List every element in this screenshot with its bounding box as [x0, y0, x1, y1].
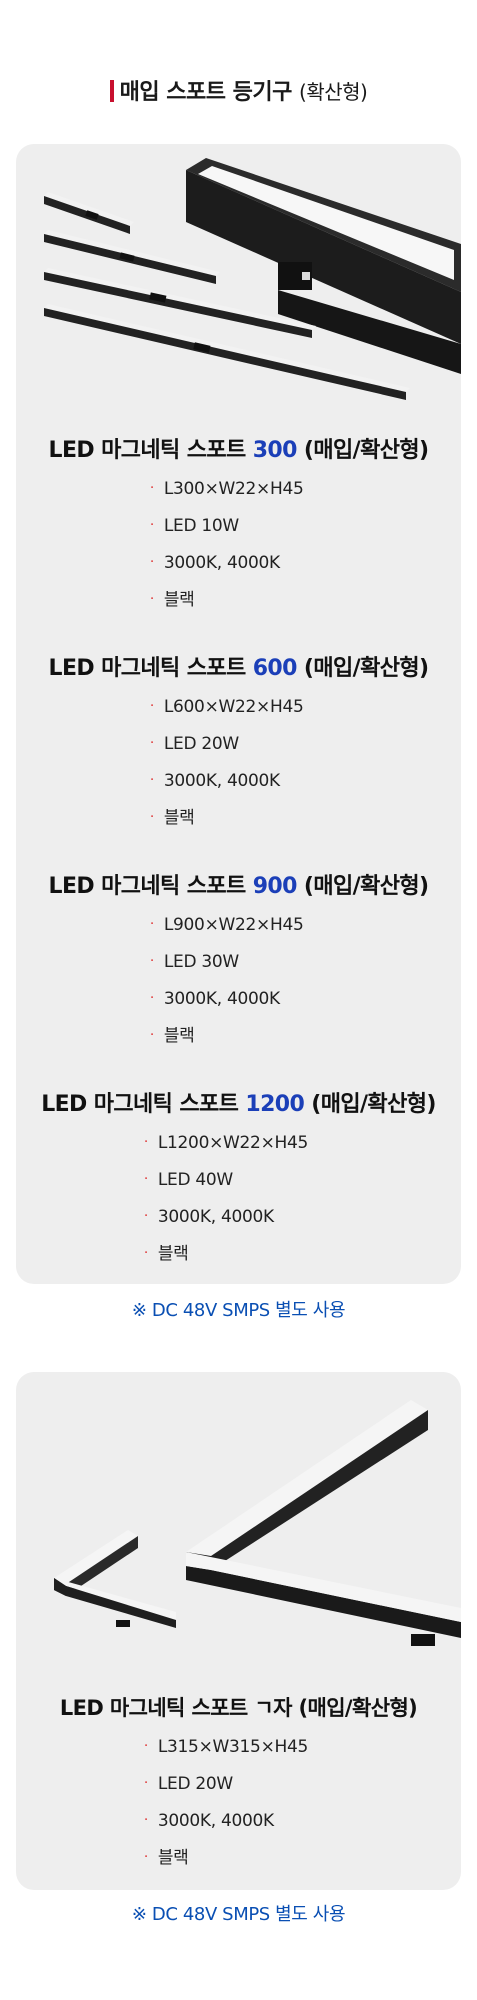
product-1200: LED 마그네틱 스포트 1200 (매입/확산형) · L1200×W22×H4… — [16, 1086, 461, 1272]
bullet-icon: · — [150, 699, 154, 714]
spec-item: · LED 30W — [150, 943, 461, 980]
bullet-icon: · — [150, 736, 154, 751]
product-title-prefix: LED 마그네틱 스포트 — [41, 1092, 246, 1117]
spec-item: · LED 10W — [150, 507, 461, 544]
smps-note: ※ DC 48V SMPS 별도 사용 — [131, 1300, 346, 1321]
spec-item: · 블랙 — [150, 799, 461, 836]
corner-lights-photo — [16, 1372, 461, 1682]
spec-power: LED 30W — [163, 952, 239, 972]
spec-color-temp: 3000K, 4000K — [163, 989, 280, 1009]
product-title-suffix: (매입/확산형) — [296, 438, 429, 463]
product-title-suffix: (매입/확산형) — [296, 656, 429, 681]
product-title-suffix: (매입/확산형) — [296, 874, 429, 899]
product-title: LED 마그네틱 스포트 1200 (매입/확산형) — [16, 1086, 461, 1118]
product-600: LED 마그네틱 스포트 600 (매입/확산형) · L600×W22×H45 … — [16, 650, 461, 836]
spec-list: · L600×W22×H45 · LED 20W · 3000K, 4000K · 블랙 — [16, 688, 461, 836]
spec-finish: 블랙 — [157, 1848, 189, 1868]
bullet-icon: · — [150, 773, 154, 788]
spec-item: · L1200×W22×H45 — [144, 1124, 461, 1161]
spec-power: LED 20W — [163, 734, 239, 754]
spec-power: LED 40W — [157, 1170, 233, 1190]
product-corner: LED 마그네틱 스포트 ㄱ자 (매입/확산형) · L315×W315×H45 … — [16, 1692, 461, 1876]
spec-list: · L315×W315×H45 · LED 20W · 3000K, 4000K · 블… — [16, 1728, 461, 1876]
spec-finish: 블랙 — [163, 1026, 195, 1046]
spec-item: · LED 40W — [144, 1161, 461, 1198]
smps-note: ※ DC 48V SMPS 별도 사용 — [131, 1904, 346, 1925]
product-title-prefix: LED 마그네틱 스포트 — [48, 438, 253, 463]
bullet-icon: · — [144, 1739, 148, 1754]
bullet-icon: · — [144, 1246, 148, 1261]
page-title-text: 매입 스포트 등기구 — [119, 80, 293, 105]
bullet-icon: · — [144, 1850, 148, 1865]
product-title: LED 마그네틱 스포트 900 (매입/확산형) — [16, 868, 461, 900]
spec-item: · L315×W315×H45 — [144, 1728, 461, 1765]
corner-product-card: LED 마그네틱 스포트 ㄱ자 (매입/확산형) · L315×W315×H45 … — [16, 1372, 461, 1890]
bullet-icon: · — [150, 1028, 154, 1043]
spec-dimensions: L300×W22×H45 — [163, 479, 304, 499]
product-title: LED 마그네틱 스포트 600 (매입/확산형) — [16, 650, 461, 682]
spec-finish: 블랙 — [157, 1244, 189, 1264]
bullet-icon: · — [150, 810, 154, 825]
bullet-icon: · — [144, 1209, 148, 1224]
product-title-prefix: LED 마그네틱 스포트 — [48, 656, 253, 681]
bullet-icon: · — [144, 1172, 148, 1187]
bullet-icon: · — [150, 518, 154, 533]
product-size-number: 300 — [252, 438, 298, 463]
spec-item: · L900×W22×H45 — [150, 906, 461, 943]
spec-dimensions: L1200×W22×H45 — [157, 1133, 309, 1153]
spec-item: · 블랙 — [144, 1839, 461, 1876]
bullet-icon: · — [150, 592, 154, 607]
spec-item: · L600×W22×H45 — [150, 688, 461, 725]
linear-lights-photo — [16, 144, 461, 444]
product-900: LED 마그네틱 스포트 900 (매입/확산형) · L900×W22×H45 … — [16, 868, 461, 1054]
spec-color-temp: 3000K, 4000K — [157, 1811, 274, 1831]
page-title: 매입 스포트 등기구 (확산형) — [0, 74, 477, 106]
spec-color-temp: 3000K, 4000K — [163, 771, 280, 791]
linear-products-card: LED 마그네틱 스포트 300 (매입/확산형) · L300×W22×H45 … — [16, 144, 461, 1284]
product-size-number: 1200 — [245, 1092, 305, 1117]
bullet-icon: · — [150, 991, 154, 1006]
bullet-icon: · — [144, 1813, 148, 1828]
spec-item: · 3000K, 4000K — [144, 1198, 461, 1235]
spec-list: · L900×W22×H45 · LED 30W · 3000K, 4000K · 블랙 — [16, 906, 461, 1054]
spec-item: · 블랙 — [150, 1017, 461, 1054]
spec-item: · 3000K, 4000K — [150, 544, 461, 581]
spec-item: · LED 20W — [144, 1765, 461, 1802]
spec-color-temp: 3000K, 4000K — [163, 553, 280, 573]
spec-item: · 3000K, 4000K — [150, 762, 461, 799]
product-300: LED 마그네틱 스포트 300 (매입/확산형) · L300×W22×H45 … — [16, 432, 461, 618]
spec-list: · L300×W22×H45 · LED 10W · 3000K, 4000K · 블랙 — [16, 470, 461, 618]
spec-power: LED 10W — [163, 516, 239, 536]
bullet-icon: · — [150, 917, 154, 932]
spec-dimensions: L900×W22×H45 — [163, 915, 304, 935]
product-title: LED 마그네틱 스포트 ㄱ자 (매입/확산형) — [59, 1696, 418, 1720]
bullet-icon: · — [150, 555, 154, 570]
spec-item: · LED 20W — [150, 725, 461, 762]
page-subtitle: (확산형) — [299, 80, 368, 104]
accent-bar — [109, 80, 114, 102]
bullet-icon: · — [150, 954, 154, 969]
spec-dimensions: L600×W22×H45 — [163, 697, 304, 717]
spec-item: · L300×W22×H45 — [150, 470, 461, 507]
product-title-suffix: (매입/확산형) — [304, 1092, 436, 1117]
spec-power: LED 20W — [157, 1774, 233, 1794]
spec-item: · 블랙 — [150, 581, 461, 618]
spec-item: · 3000K, 4000K — [150, 980, 461, 1017]
bullet-icon: · — [144, 1135, 148, 1150]
spec-finish: 블랙 — [163, 808, 195, 828]
product-title: LED 마그네틱 스포트 300 (매입/확산형) — [16, 432, 461, 464]
spec-item: · 3000K, 4000K — [144, 1802, 461, 1839]
spec-item: · 블랙 — [144, 1235, 461, 1272]
spec-dimensions: L315×W315×H45 — [157, 1737, 309, 1757]
bullet-icon: · — [144, 1776, 148, 1791]
product-size-number: 600 — [252, 656, 298, 681]
product-size-number: 900 — [252, 874, 298, 899]
bullet-icon: · — [150, 481, 154, 496]
spec-list: · L1200×W22×H45 · LED 40W · 3000K, 4000K · 블… — [16, 1124, 461, 1272]
spec-color-temp: 3000K, 4000K — [157, 1207, 274, 1227]
product-title-prefix: LED 마그네틱 스포트 — [48, 874, 253, 899]
spec-finish: 블랙 — [163, 590, 195, 610]
